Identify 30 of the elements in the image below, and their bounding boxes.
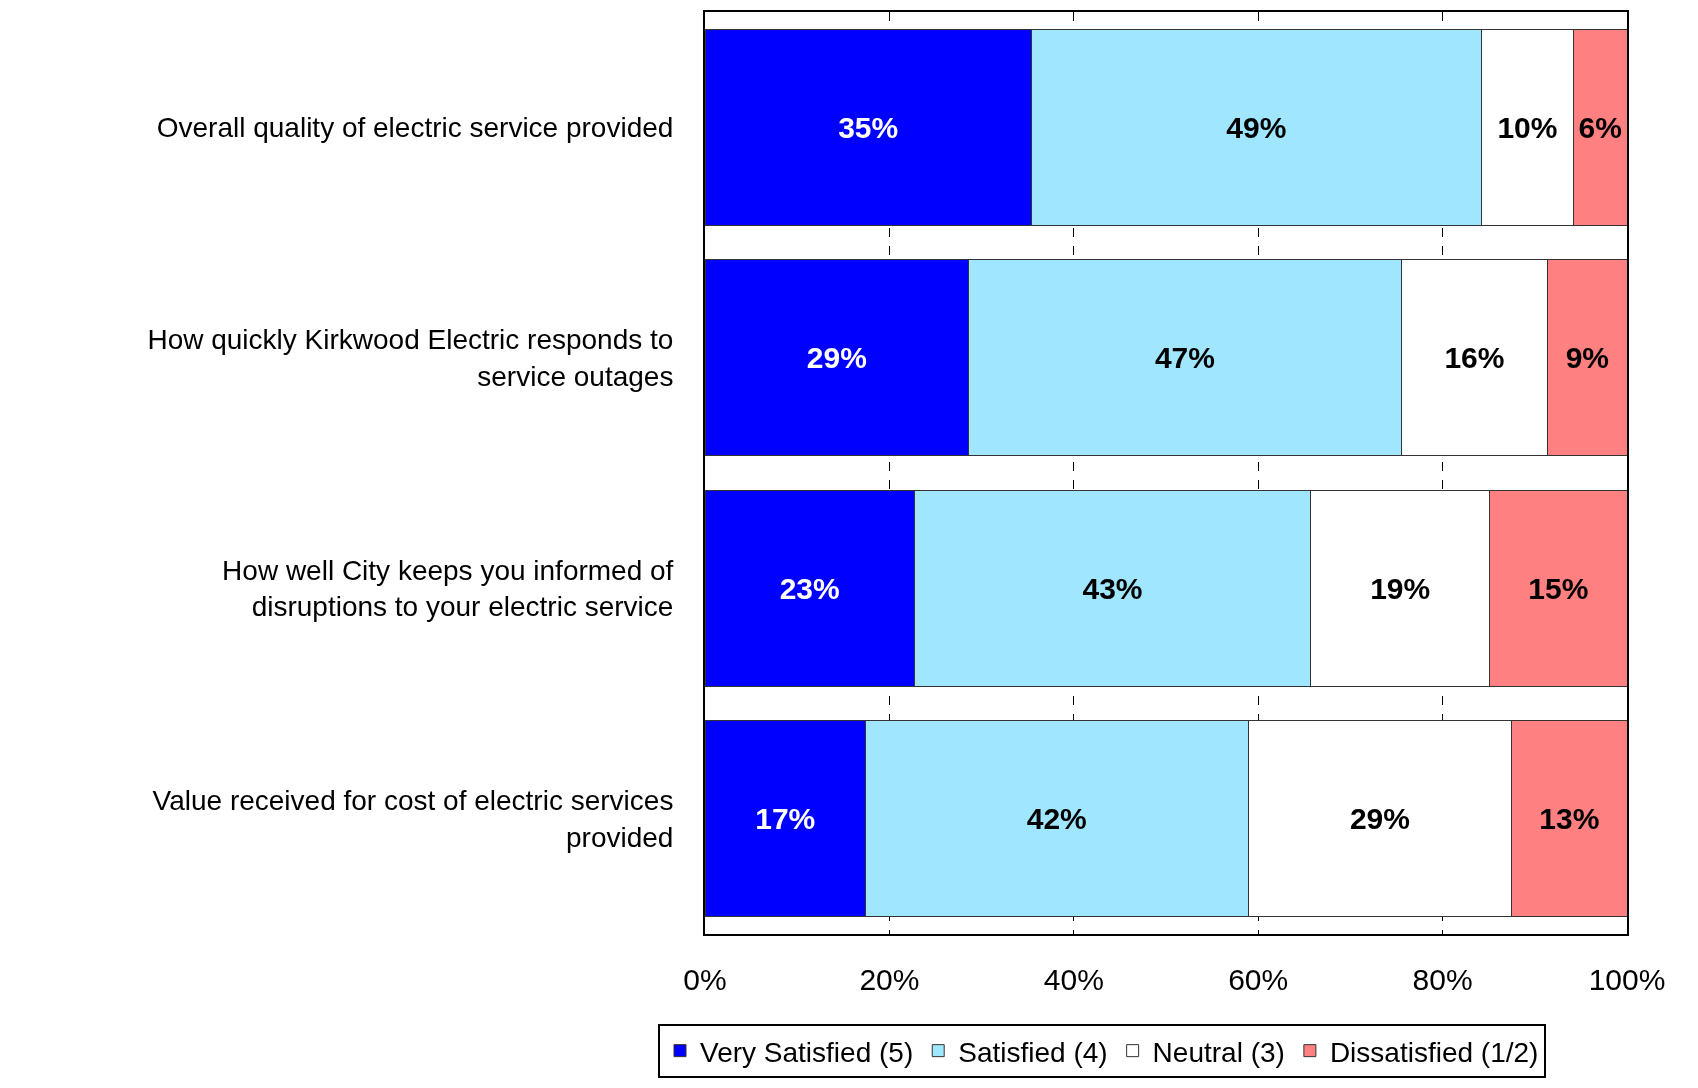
x-tick-label: 60% <box>1228 963 1289 996</box>
data-label: 6% <box>1578 110 1622 144</box>
x-tick-label: 0% <box>683 963 727 996</box>
y-tick-label: Value received for cost of electric services provided <box>152 785 674 853</box>
data-label: 9% <box>1565 341 1610 375</box>
data-label: 49% <box>1226 110 1287 144</box>
data-label: 15% <box>1528 571 1589 605</box>
y-tick-label: How well City keeps you informed of disruptions to your electric service <box>222 554 674 623</box>
data-label: 43% <box>1082 571 1143 605</box>
data-label: 35% <box>838 110 899 144</box>
x-tick-label: 20% <box>859 963 920 996</box>
legend-label: Neutral (3) <box>1152 1036 1285 1068</box>
x-tick-label: 100% <box>1588 963 1666 996</box>
y-tick-label: How quickly Kirkwood Electric responds to service outages <box>147 324 674 392</box>
data-label: 29% <box>1349 802 1410 836</box>
x-tick-label: 40% <box>1043 963 1104 996</box>
data-label: 29% <box>806 341 867 375</box>
legend-label: Satisfied (4) <box>958 1036 1108 1068</box>
data-label: 47% <box>1154 341 1215 375</box>
data-label: 17% <box>755 802 816 836</box>
x-tick-label: 80% <box>1412 963 1473 996</box>
data-label: 13% <box>1539 802 1600 836</box>
data-label: 16% <box>1444 341 1505 375</box>
legend-label: Dissatisfied (1/2) <box>1329 1036 1539 1068</box>
data-label: 23% <box>779 571 840 605</box>
data-label: 10% <box>1497 110 1558 144</box>
data-label: 42% <box>1026 802 1087 836</box>
y-tick-label: Overall quality of electric service provided <box>156 112 674 144</box>
data-label: 19% <box>1370 571 1431 605</box>
legend-label: Very Satisfied (5) <box>700 1036 914 1068</box>
